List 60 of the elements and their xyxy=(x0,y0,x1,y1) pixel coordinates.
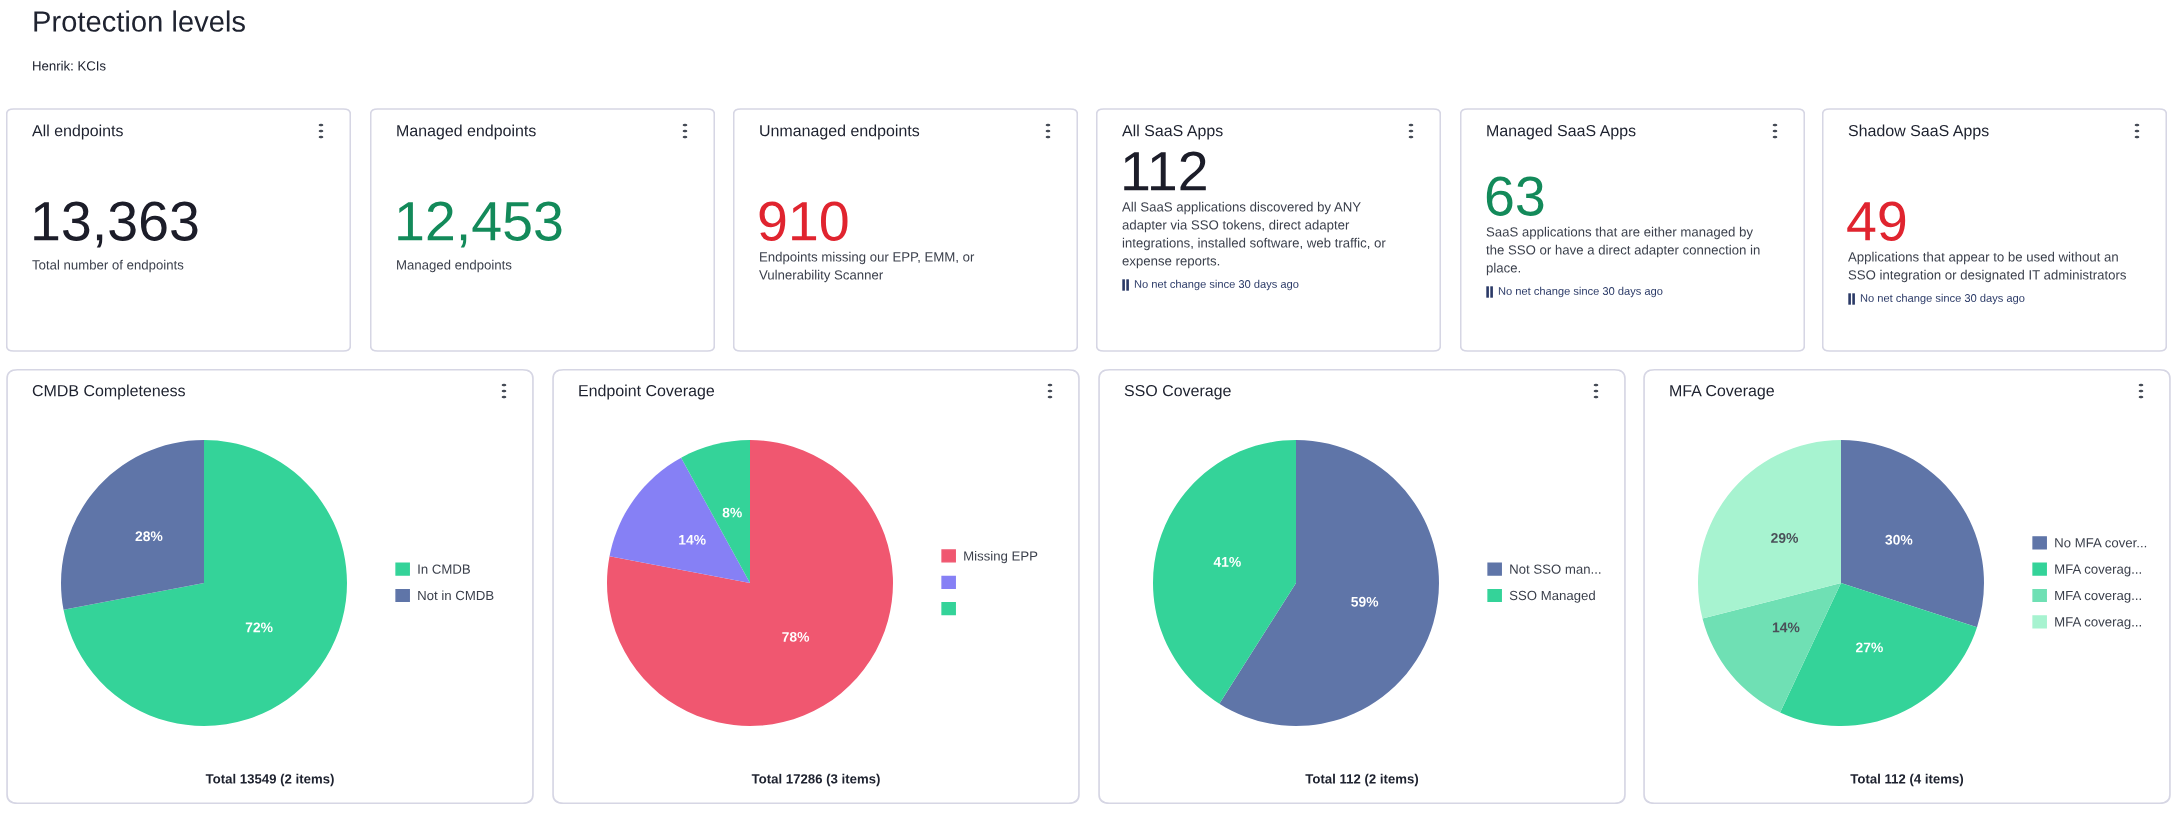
data-label: 14% xyxy=(679,534,706,545)
chart-title: CMDB Completeness xyxy=(32,384,185,400)
data-label: 28% xyxy=(135,531,163,542)
text: All endpoints xyxy=(32,124,123,140)
legend-label: SSO Managed xyxy=(1509,590,1595,603)
data-label: 59% xyxy=(1351,596,1379,607)
text: Total 112 (4 items) xyxy=(1850,773,1964,787)
text: No net change since 30 days ago xyxy=(1498,286,1663,298)
text: No net change since 30 days ago xyxy=(1860,293,2025,305)
legend-label: Missing EPP xyxy=(964,550,1038,564)
chart-title: Endpoint Coverage xyxy=(579,384,715,400)
text: Total 17286 (3 items) xyxy=(751,773,880,787)
text: All SaaS applications discovered by ANY adapter via SSO tokens, direct adapter integrations, installed software, web traffic, or expense reports. xyxy=(1122,201,1386,269)
data-label: 30% xyxy=(1885,534,1913,545)
pie-slice xyxy=(1702,583,1841,713)
text: Managed endpoints xyxy=(397,259,512,273)
data-label: 78% xyxy=(782,631,810,642)
text: Shadow SaaS Apps xyxy=(1848,124,1989,140)
pie-slice xyxy=(61,440,204,610)
legend-label: Not in CMDB xyxy=(418,590,494,601)
text: Applications that appear to be used without an SSO integration or designated IT administrators xyxy=(1848,251,2126,283)
data-label: 910 xyxy=(759,201,848,241)
data-label: 112 xyxy=(1124,151,1206,191)
chart-title: MFA Coverage xyxy=(1670,384,1774,400)
data-label: 49 xyxy=(1847,201,1906,241)
pie-slice xyxy=(1698,440,1841,619)
text: SaaS applications that are either managed by the SSO or have a direct adapter connection in place. xyxy=(1486,226,1760,276)
text: Total 112 (2 items) xyxy=(1305,773,1419,787)
text: Managed SaaS Apps xyxy=(1487,124,1636,140)
data-label: 12,453 xyxy=(398,201,562,248)
text: Protection levels xyxy=(34,10,245,32)
data-label: 27% xyxy=(1855,642,1883,653)
legend-label: Not SSO man... xyxy=(1510,564,1601,574)
pie-slice xyxy=(681,440,750,583)
legend-label: MFA coverag... xyxy=(2055,564,2141,577)
pie-slice xyxy=(607,440,893,726)
text: No net change since 30 days ago xyxy=(1134,279,1299,291)
pie-slice xyxy=(63,440,347,726)
pie-slice xyxy=(1841,440,1984,628)
data-label: 29% xyxy=(1771,533,1799,543)
pie-slice xyxy=(609,457,750,583)
text: Managed endpoints xyxy=(397,124,536,140)
pie-slice xyxy=(1153,440,1296,704)
text: Endpoints missing our EPP, EMM, or Vulnerability Scanner xyxy=(759,251,975,283)
data-label: 41% xyxy=(1213,556,1241,567)
text: Total number of endpoints xyxy=(32,259,184,273)
text: All SaaS Apps xyxy=(1122,124,1223,140)
data-label: 8% xyxy=(722,507,742,518)
legend-label: In CMDB xyxy=(418,564,470,574)
data-label: 14% xyxy=(1772,622,1800,633)
text: Unmanaged endpoints xyxy=(760,124,920,140)
text: Henrik: KCIs xyxy=(33,60,106,71)
chart-title: SSO Coverage xyxy=(1124,384,1231,400)
data-label: 13,363 xyxy=(34,201,198,248)
legend-label: MFA coverag... xyxy=(2055,590,2141,603)
legend-label: MFA coverag... xyxy=(2055,617,2141,630)
data-label: 72% xyxy=(245,622,273,633)
legend-label: No MFA cover... xyxy=(2055,538,2147,548)
text: Total 13549 (2 items) xyxy=(205,773,334,787)
data-label: 63 xyxy=(1486,176,1544,216)
